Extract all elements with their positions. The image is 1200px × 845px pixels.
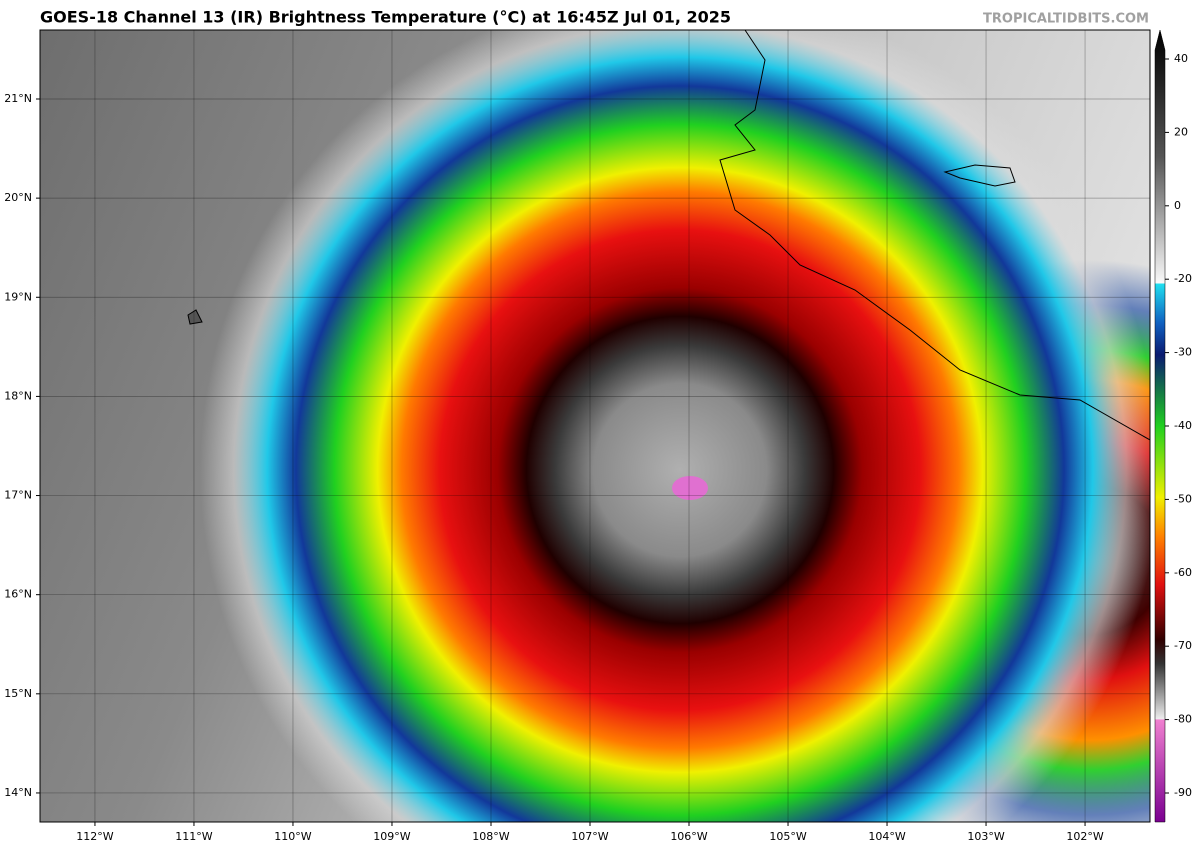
source: TROPICALTIDBITS.COM: [983, 12, 1149, 27]
lat-label: 18°N: [4, 389, 32, 402]
lon-label: 112°W: [76, 830, 113, 843]
lon-label: 107°W: [571, 830, 608, 843]
colorbar-label: 0: [1174, 199, 1181, 212]
colorbar-label: -30: [1174, 346, 1192, 359]
lat-label: 15°N: [4, 687, 32, 700]
satellite-image: [40, 30, 1150, 822]
lon-label: 108°W: [472, 830, 509, 843]
colorbar: [1154, 29, 1166, 823]
lat-label: 16°N: [4, 588, 32, 601]
colorbar-label: -80: [1174, 713, 1192, 726]
lon-label: 105°W: [769, 830, 806, 843]
island: [187, 309, 203, 325]
graticule: [36, 30, 1150, 826]
colorbar-label: -40: [1174, 419, 1192, 432]
cold-top: [672, 476, 708, 500]
colorbar-label: -90: [1174, 786, 1192, 799]
lon-label: 111°W: [175, 830, 212, 843]
colorbar-label: -70: [1174, 639, 1192, 652]
lon-label: 103°W: [967, 830, 1004, 843]
coastline: [719, 30, 1150, 441]
lat-label: 14°N: [4, 786, 32, 799]
lon-label: 109°W: [373, 830, 410, 843]
lon-label: 110°W: [274, 830, 311, 843]
lat-label: 20°N: [4, 191, 32, 204]
lon-label: 102°W: [1066, 830, 1103, 843]
colorbar-label: 40: [1174, 52, 1188, 65]
colorbar-label: -60: [1174, 566, 1192, 579]
lon-label: 104°W: [868, 830, 905, 843]
map-frame: [39, 29, 1151, 823]
colorbar-ticks: 40 20 0 -20 -30 -40 -50 -60 -70 -80 -90: [1165, 52, 1192, 799]
title: GOES-18 Channel 13 (IR) Brightness Tempe…: [40, 8, 731, 27]
lat-label: 21°N: [4, 92, 32, 105]
colorbar-label: -50: [1174, 492, 1192, 505]
colorbar-label: 20: [1174, 125, 1188, 138]
lat-label: 19°N: [4, 290, 32, 303]
colorbar-label: -20: [1174, 272, 1192, 285]
lon-label: 106°W: [670, 830, 707, 843]
hurricane: [40, 30, 1150, 822]
island: [943, 164, 1016, 187]
lat-label: 17°N: [4, 489, 32, 502]
